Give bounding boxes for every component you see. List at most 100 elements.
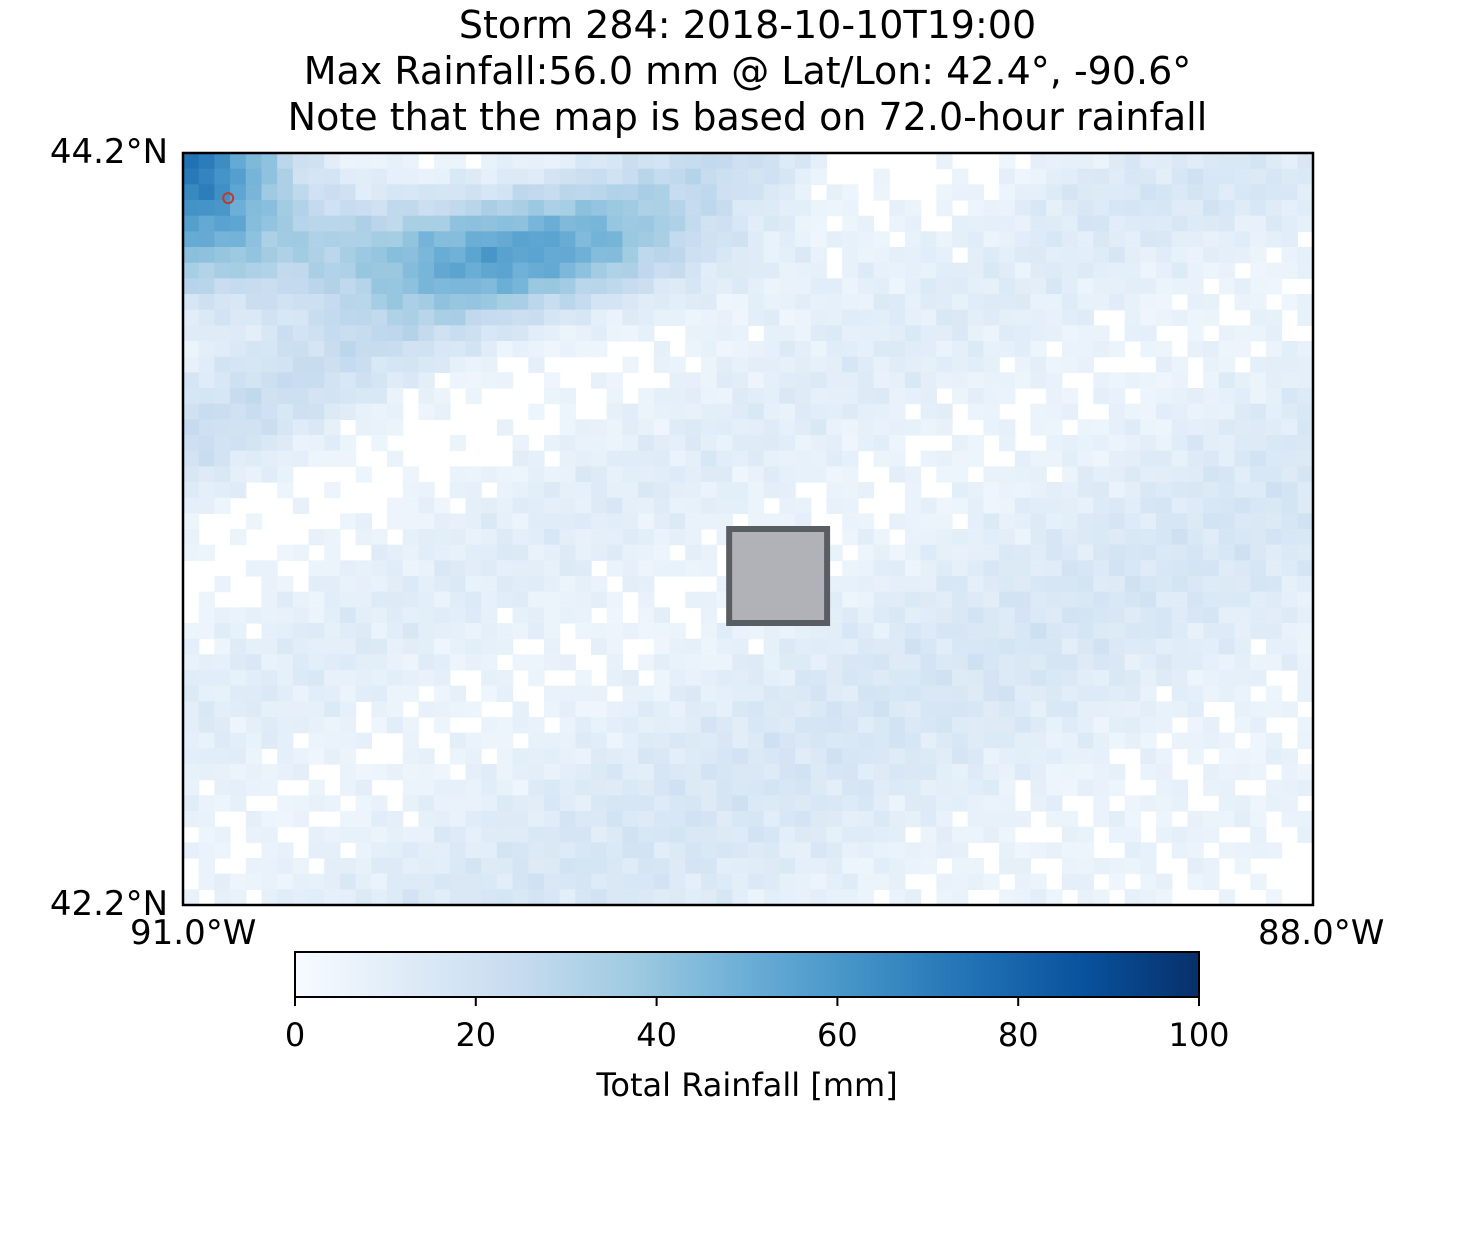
rainfall-cell [606,262,624,279]
rainfall-cell [512,826,529,843]
rainfall-cell [857,262,875,279]
rainfall-cell [277,654,294,671]
rainfall-cell [1250,795,1267,812]
rainfall-cell [512,717,529,734]
rainfall-cell [606,623,624,640]
rainfall-cell [732,623,749,640]
rainfall-cell [371,184,388,201]
rainfall-cell [1234,654,1251,671]
rainfall-cell [418,889,435,905]
rainfall-cell [277,544,294,561]
rainfall-cell [496,811,514,828]
rainfall-cell [842,701,859,718]
rainfall-cell [528,497,545,514]
rainfall-cell [748,654,765,671]
rainfall-cell [999,670,1016,687]
rainfall-cell [1250,309,1267,326]
rainfall-cell [763,403,780,420]
rainfall-cell [261,873,278,890]
rainfall-cell [371,826,388,843]
rainfall-cell [920,591,937,608]
rainfall-cell [1250,732,1267,749]
rainfall-cell [371,153,388,170]
rainfall-cell [591,732,608,749]
rainfall-cell [481,544,498,561]
rainfall-cell [198,748,215,765]
rainfall-cell [983,403,1000,420]
rainfall-cell [1187,560,1204,577]
rainfall-cell [1108,779,1126,796]
rainfall-cell [355,560,372,577]
rainfall-cell [214,184,231,201]
rainfall-cell [763,262,780,279]
rainfall-cell [277,153,294,170]
rainfall-cell [512,450,529,467]
rainfall-cell [1171,795,1189,812]
rainfall-cell [810,748,828,765]
rainfall-cell [324,654,341,671]
rainfall-cell [1093,764,1110,781]
rainfall-cell [355,153,372,170]
rainfall-cell [999,654,1016,671]
rainfall-cell [339,560,357,577]
rainfall-cell [528,231,545,248]
rainfall-cell [449,356,467,373]
rainfall-cell [873,184,890,201]
rainfall-cell [653,388,671,405]
rainfall-cell [716,748,733,765]
rainfall-cell [952,764,969,781]
rainfall-cell [810,403,828,420]
rainfall-cell [1281,795,1298,812]
rainfall-cell [292,388,310,405]
rainfall-cell [1265,372,1283,389]
rainfall-cell [999,623,1016,640]
rainfall-cell [716,701,733,718]
rainfall-cell [418,826,435,843]
rainfall-cell [371,764,388,781]
rainfall-cell [308,560,325,577]
rainfall-cell [308,685,325,702]
rainfall-cell [575,466,592,483]
rainfall-cell [1077,576,1094,593]
rainfall-cell [591,748,608,765]
rainfall-cell [669,685,686,702]
rainfall-cell [826,184,843,201]
rainfall-cell [826,435,843,452]
rainfall-cell [1108,576,1126,593]
rainfall-cell [261,670,278,687]
rainfall-cell [1156,795,1173,812]
rainfall-cell [779,717,796,734]
rainfall-cell [434,560,451,577]
rainfall-cell [465,247,482,264]
rainfall-cell [559,811,576,828]
rainfall-cell [308,278,325,295]
rainfall-cell [1093,701,1110,718]
rainfall-cell [481,513,498,530]
rainfall-cell [842,685,859,702]
rainfall-cell [842,607,859,624]
rainfall-cell [700,732,718,749]
rainfall-cell [732,826,749,843]
rainfall-cell [1030,482,1047,499]
rainfall-cell [183,341,200,358]
rainfall-cell [1265,482,1283,499]
rainfall-cell [638,732,655,749]
rainfall-cell [638,607,655,624]
rainfall-cell [245,403,263,420]
rainfall-cell [638,764,655,781]
rainfall-cell [575,811,592,828]
rainfall-cell [1171,153,1189,170]
rainfall-cell [999,717,1016,734]
rainfall-cell [355,607,372,624]
rainfall-cell [716,889,733,905]
rainfall-cell [559,795,576,812]
rainfall-cell [1281,560,1298,577]
rainfall-cell [1265,184,1283,201]
rainfall-cell [1281,403,1298,420]
rainfall-cell [1250,748,1267,765]
rainfall-cell [1171,215,1189,232]
rainfall-cell [1156,184,1173,201]
rainfall-cell [1030,685,1047,702]
rainfall-cell [230,356,247,373]
rainfall-cell [1156,623,1173,640]
